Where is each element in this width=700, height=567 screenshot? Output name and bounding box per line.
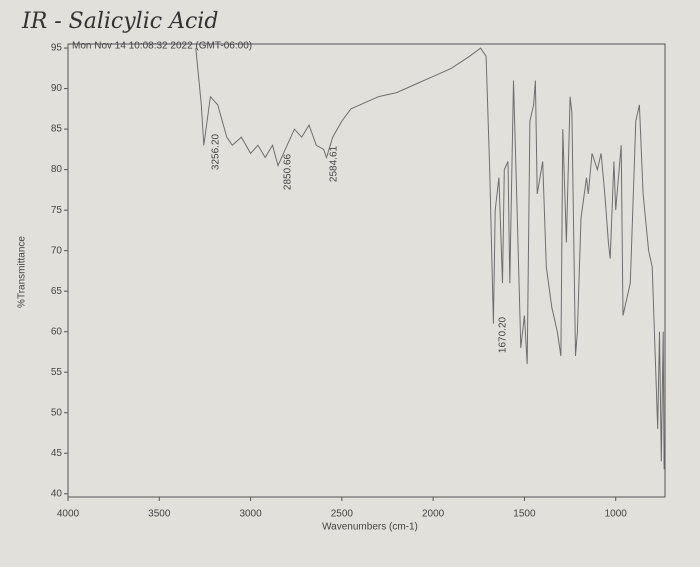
y-tick-label: 60 [51,326,63,337]
y-tick-label: 90 [51,83,63,94]
y-tick-label: 65 [51,286,63,297]
x-tick-label: 2000 [422,509,445,520]
x-tick-label: 3000 [239,509,262,520]
peak-label: 2584.61 [329,145,340,182]
x-tick-label: 4000 [57,509,80,520]
peak-label: 3256.20 [211,133,222,170]
chart-title: IR - Salicylic Acid [21,9,218,34]
y-tick-label: 50 [51,407,63,418]
x-tick-label: 1000 [605,509,628,520]
x-tick-label: 1500 [513,509,536,520]
peak-label: 1670.20 [498,316,509,353]
y-tick-label: 40 [51,488,63,499]
y-tick-label: 45 [51,448,63,459]
peak-label: 2850.66 [283,153,294,190]
y-tick-label: 75 [51,205,63,216]
x-tick-label: 2500 [331,509,354,520]
y-axis-label: %Transmittance [17,236,28,308]
y-tick-label: 80 [51,164,63,175]
timestamp: Mon Nov 14 10:08:32 2022 (GMT-06:00) [72,41,252,52]
plot-frame [67,43,666,498]
y-tick-label: 95 [51,43,63,54]
y-tick-label: 55 [51,367,63,378]
x-tick-label: 3500 [148,509,171,520]
y-tick-label: 70 [51,245,63,256]
spectrum-line [195,47,665,470]
y-tick-label: 85 [51,124,63,135]
x-axis-label: Wavenumbers (cm-1) [322,522,418,533]
